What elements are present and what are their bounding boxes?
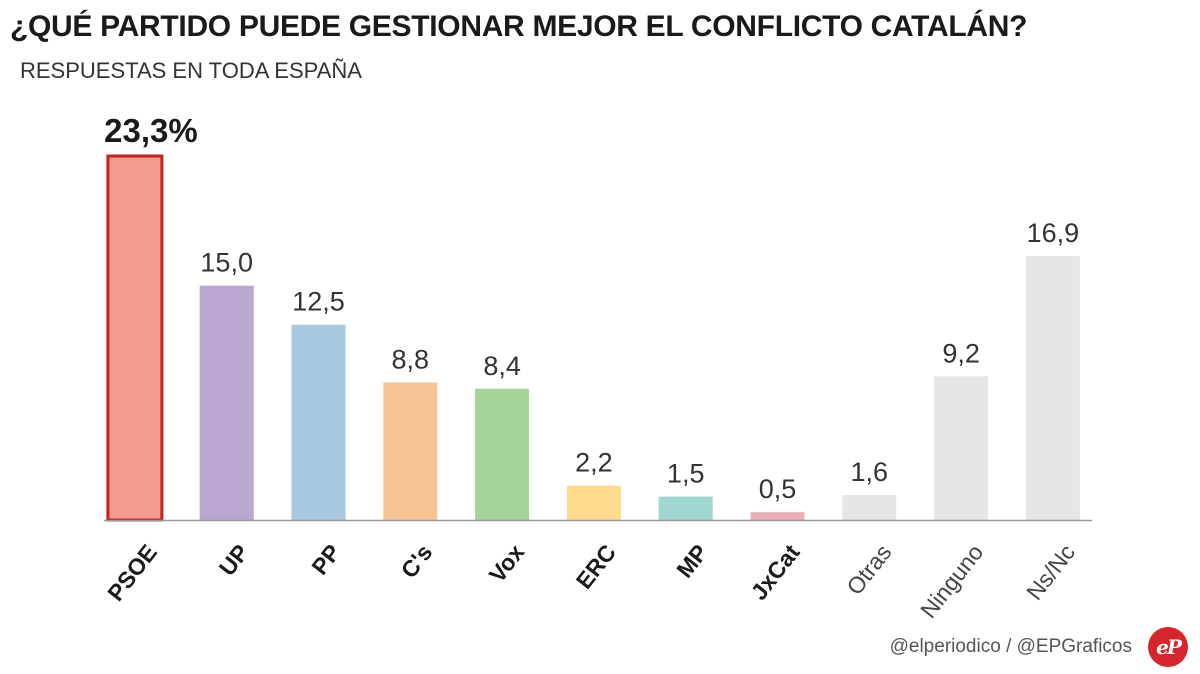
category-label: JxCat	[746, 539, 805, 605]
bar-ninguno	[934, 376, 989, 520]
chart-subtitle: RESPUESTAS EN TODA ESPAÑA	[20, 58, 362, 83]
bar-cs	[383, 382, 438, 520]
chart-title: ¿QUÉ PARTIDO PUEDE GESTIONAR MEJOR EL CO…	[10, 10, 1028, 43]
footer-credit: @elperiodico / @EPGraficos	[889, 636, 1132, 657]
value-label: 15,0	[200, 248, 253, 278]
bar-erc	[566, 485, 621, 520]
category-label: C's	[396, 539, 438, 582]
value-label: 8,8	[392, 345, 430, 375]
value-label: 2,2	[575, 448, 613, 478]
value-label: 1,6	[851, 457, 889, 487]
bar-vox	[475, 388, 530, 520]
value-label: 9,2	[942, 338, 980, 368]
category-label: Ns/Nc	[1021, 539, 1080, 604]
bar-mp	[658, 496, 713, 520]
bar-psoe	[106, 154, 164, 522]
value-label: 23,3%	[104, 112, 198, 149]
value-label: 0,5	[759, 474, 797, 504]
bar-nsnc	[1025, 255, 1080, 520]
bar-pp	[291, 324, 346, 520]
category-label: Otras	[841, 539, 896, 599]
value-label: 8,4	[483, 351, 521, 381]
value-label: 16,9	[1027, 218, 1080, 248]
category-label: Vox	[484, 539, 530, 587]
elperiodico-logo-icon: eP	[1148, 627, 1188, 667]
category-label: MP	[671, 539, 713, 582]
value-label: 12,5	[292, 287, 345, 317]
category-label: ERC	[571, 539, 621, 593]
category-label: PP	[306, 539, 345, 579]
bar-jxcat	[750, 512, 805, 520]
category-label: Ninguno	[915, 539, 988, 623]
category-label: PSOE	[102, 539, 162, 605]
bar-up	[199, 285, 254, 520]
value-label: 1,5	[667, 459, 705, 489]
bar-otras	[842, 495, 897, 520]
category-label: UP	[214, 539, 254, 580]
